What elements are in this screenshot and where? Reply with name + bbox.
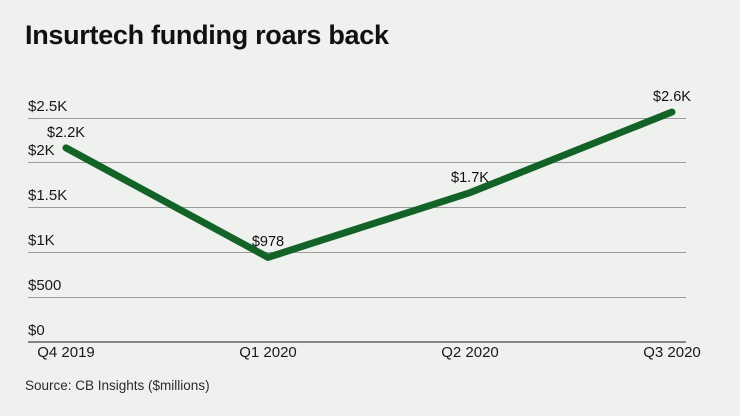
data-point-label: $978 (251, 234, 285, 251)
gridline (28, 251, 686, 253)
y-axis-tick-label: $2K (28, 142, 55, 160)
x-axis-line (28, 340, 686, 343)
y-axis-tick-label: $1K (28, 231, 55, 249)
data-point-label: $1.7K (451, 169, 489, 186)
x-axis-label: Q1 2020 (239, 344, 297, 361)
y-axis-tick-label: $500 (28, 276, 62, 294)
chart-title: Insurtech funding roars back (25, 20, 389, 50)
x-axis-label: Q4 2019 (37, 344, 95, 361)
source-note: Source: CB Insights ($millions) (25, 378, 210, 393)
x-axis-label: Q3 2020 (643, 344, 701, 361)
y-axis-tick-label: $1.5K (28, 187, 68, 205)
gridline (28, 296, 686, 298)
gridline (28, 117, 686, 119)
data-point-label: $2.6K (653, 89, 691, 106)
gridline (28, 207, 686, 209)
gridline (28, 162, 686, 164)
data-point-label: $2.2K (47, 124, 85, 141)
y-axis-tick-label: $0 (28, 321, 45, 339)
y-axis-tick-label: $2.5K (28, 97, 68, 115)
x-axis-label: Q2 2020 (441, 344, 499, 361)
